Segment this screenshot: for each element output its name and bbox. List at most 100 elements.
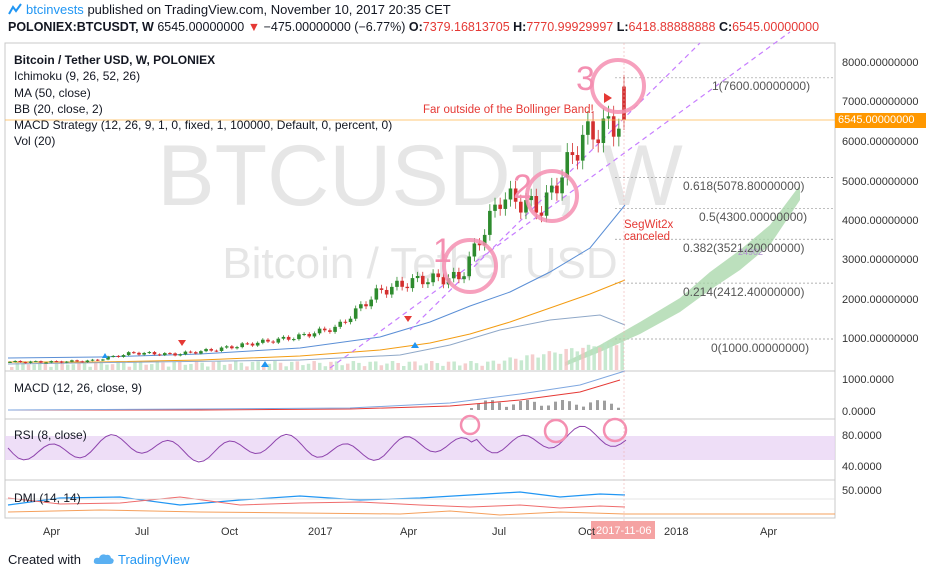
candle-body xyxy=(142,352,146,355)
dmi-pane-title[interactable]: DMI (14, 14) xyxy=(14,491,81,505)
macd-hist-bar xyxy=(596,400,599,410)
volume-bar xyxy=(430,361,434,370)
annotation-number-3: 3 xyxy=(576,60,595,98)
macd-hist-bar xyxy=(484,400,487,410)
time-tick: Jul xyxy=(135,526,150,538)
fib-label-0214: 0.214(2412.40000000) xyxy=(683,285,805,299)
annotation-circle-3 xyxy=(590,58,646,114)
candle-body xyxy=(457,271,461,280)
volume-bar xyxy=(312,361,316,370)
macd-hist-bar xyxy=(554,401,557,410)
time-tick: Oct xyxy=(578,526,596,538)
candle-body xyxy=(565,152,570,178)
macd-signal-line xyxy=(8,379,621,411)
time-tag-bg xyxy=(591,521,655,539)
tradingview-cloud-icon xyxy=(93,554,114,564)
rsi-line xyxy=(7,425,627,463)
candle-body xyxy=(353,308,358,319)
volume-bar xyxy=(38,361,42,370)
author-link[interactable]: btcinvests xyxy=(26,2,84,17)
volume-bar xyxy=(508,357,512,370)
price-tick: 2000.00000000 xyxy=(842,294,919,306)
candle-body xyxy=(488,210,492,235)
price-tick: 6000.00000000 xyxy=(842,136,919,148)
rsi-tick: 80.0000 xyxy=(842,430,882,442)
volume-bar xyxy=(458,365,462,370)
published-text: published on TradingView.com, November 1… xyxy=(87,2,451,17)
volume-bar xyxy=(340,365,344,370)
candle-body xyxy=(364,304,368,307)
volume-bar xyxy=(234,361,238,370)
candle-body xyxy=(111,355,115,357)
time-tick: Apr xyxy=(400,526,418,538)
macd-hist-bar xyxy=(505,406,508,410)
candle-body xyxy=(116,355,121,357)
volume-bar xyxy=(290,361,294,370)
volume-bar xyxy=(278,362,283,370)
open-value: 7379.16813705 xyxy=(422,20,510,34)
rsi-pane-title[interactable]: RSI (8, close) xyxy=(14,428,87,442)
candle-body xyxy=(281,336,286,339)
volume-bar xyxy=(598,347,602,370)
candle-body xyxy=(245,343,250,345)
candle-body xyxy=(472,243,477,257)
volume-bar xyxy=(262,364,266,370)
candle-body xyxy=(591,121,595,140)
volume-bar xyxy=(77,361,81,370)
volume-bar xyxy=(368,361,372,370)
volume-bar xyxy=(228,363,232,370)
candle-body xyxy=(534,196,539,213)
volume-bar xyxy=(525,355,529,370)
candle-body xyxy=(333,326,337,332)
macd-hist-bar xyxy=(568,401,571,410)
candle-body xyxy=(343,321,348,323)
legend-macd-strategy[interactable]: MACD Strategy (12, 26, 9, 1, 0, fixed, 1… xyxy=(14,118,393,133)
candle-body xyxy=(261,339,265,343)
candle-body xyxy=(307,333,312,337)
annotation-number-2: 2 xyxy=(513,168,532,206)
tradingview-brand-link[interactable]: TradingView xyxy=(93,552,190,567)
pointer-arrow-icon xyxy=(604,93,612,103)
legend-title: Bitcoin / Tether USD, W, POLONIEX xyxy=(14,53,216,67)
volume-bar xyxy=(60,361,64,370)
volume-bar xyxy=(306,363,311,370)
macd-hist-bar xyxy=(617,407,620,410)
volume-bar xyxy=(514,358,518,370)
volume-bar xyxy=(586,344,591,370)
candle-body xyxy=(617,128,621,137)
price-change: −475.00000000 (−6.77%) xyxy=(263,20,406,34)
candle-body xyxy=(359,304,363,309)
volume-bar xyxy=(21,361,25,370)
macd-hist-bar xyxy=(491,400,494,410)
legend-ma[interactable]: MA (50, close) xyxy=(14,85,91,100)
macd-pane-border xyxy=(4,370,836,420)
volume-bar xyxy=(94,362,98,370)
legend-bb[interactable]: BB (20, close, 2) xyxy=(14,101,103,116)
candle-body xyxy=(611,116,616,137)
macd-hist-bar xyxy=(589,402,592,410)
legend-ichimoku[interactable]: Ichimoku (9, 26, 52, 26) xyxy=(14,69,141,84)
volume-bar xyxy=(323,366,328,370)
candle-body xyxy=(219,347,224,351)
volume-bar xyxy=(385,363,389,370)
macd-hist-bar xyxy=(575,404,578,410)
symbol-header: POLONIEX:BTCUSDT, W 6545.00000000 ▼ −475… xyxy=(8,20,819,34)
macd-line xyxy=(7,370,626,411)
candle-body xyxy=(70,360,74,362)
legend-vol[interactable]: Vol (20) xyxy=(14,134,56,149)
candle-body xyxy=(204,349,208,352)
candle-body xyxy=(570,152,575,156)
tradingview-logo-icon xyxy=(8,2,22,19)
high-label: H: xyxy=(513,20,527,34)
volume-bar xyxy=(446,361,451,370)
volume-bar xyxy=(592,346,596,370)
candle-body xyxy=(493,204,497,211)
macd-pane-title[interactable]: MACD (12, 26, close, 9) xyxy=(14,381,143,395)
macd-hist-bar xyxy=(540,405,543,410)
candle-body xyxy=(575,155,580,161)
candle-body xyxy=(436,273,441,278)
fib-label-0618: 0.618(5078.80000000) xyxy=(683,179,805,193)
rsi-tick: 40.0000 xyxy=(842,461,882,473)
candle-body xyxy=(555,185,559,194)
